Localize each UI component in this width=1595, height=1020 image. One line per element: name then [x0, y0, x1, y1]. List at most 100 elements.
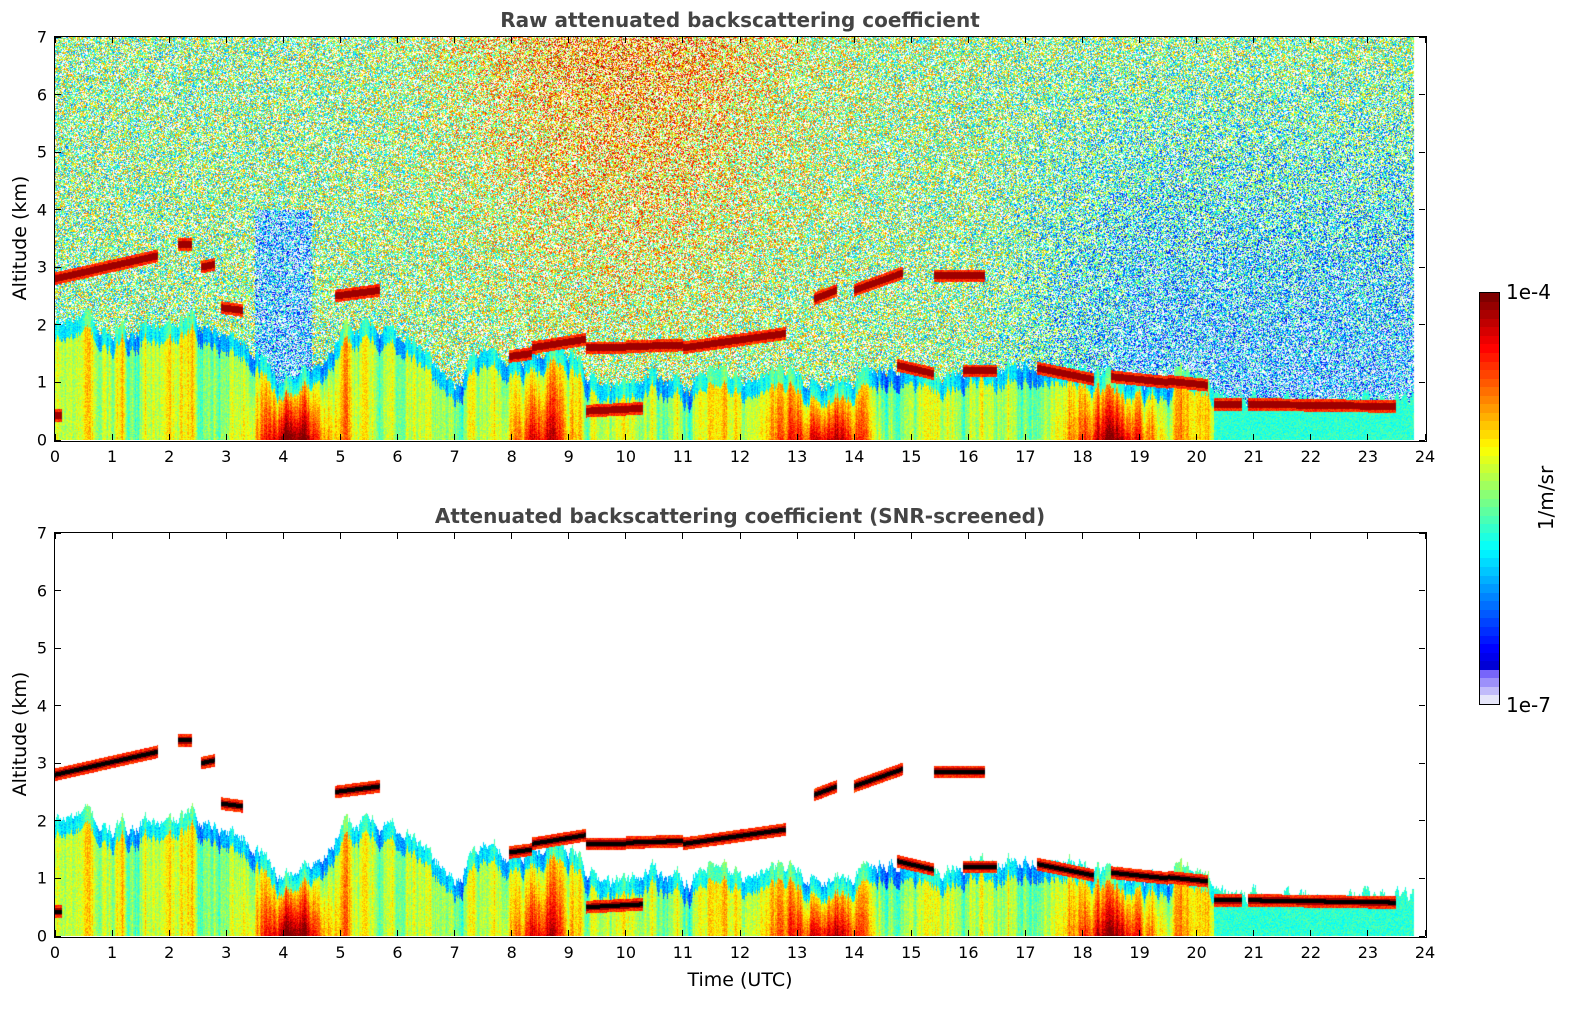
x-tick-mark [739, 533, 741, 539]
colorbar-step [1480, 447, 1499, 456]
x-tick-mark [910, 533, 912, 539]
x-tick-label: 21 [1243, 447, 1264, 466]
y-tick-mark [55, 209, 61, 211]
x-tick-mark [1253, 37, 1255, 43]
colorbar-step [1480, 507, 1499, 516]
x-tick-mark [225, 930, 227, 936]
x-tick-mark [853, 434, 855, 440]
x-tick-label: 22 [1300, 447, 1322, 466]
x-tick-mark [511, 434, 513, 440]
x-tick-label: 7 [449, 447, 460, 466]
colorbar-step [1480, 652, 1499, 662]
x-tick-label: 20 [1186, 943, 1207, 962]
y-tick-mark [1419, 590, 1425, 592]
x-tick-mark [1082, 930, 1083, 936]
y-tick-label: 2 [36, 315, 47, 335]
x-tick-mark [397, 434, 398, 440]
x-tick-mark [225, 434, 227, 440]
colorbar-step [1480, 558, 1499, 567]
y-tick-mark [55, 532, 61, 534]
y-tick-mark [1419, 820, 1425, 822]
colorbar-step [1480, 644, 1499, 653]
x-tick-label: 16 [958, 943, 979, 962]
y-tick-label: 2 [36, 811, 47, 831]
x-tick-mark [1082, 37, 1083, 43]
y-tick-mark [1419, 705, 1425, 707]
x-tick-label: 24 [1414, 943, 1436, 962]
x-tick-mark [339, 37, 341, 43]
colorbar-step [1480, 301, 1499, 311]
x-tick-label: 18 [1072, 943, 1093, 962]
y-tick-mark [55, 935, 61, 937]
colorbar-step [1480, 378, 1499, 388]
x-tick-mark [853, 37, 855, 43]
x-tick-mark [454, 930, 456, 936]
x-tick-label: 7 [449, 943, 460, 962]
x-tick-mark [1139, 434, 1141, 440]
x-tick-mark [111, 434, 113, 440]
y-tick-mark [55, 705, 61, 707]
y-tick-mark [1419, 439, 1425, 441]
y-tick-mark [55, 151, 61, 153]
colorbar-step [1480, 601, 1499, 610]
colorbar-step [1480, 430, 1499, 439]
y-tick-mark [55, 36, 61, 38]
x-tick-mark [511, 37, 513, 43]
x-tick-mark [682, 930, 684, 936]
x-tick-label: 14 [843, 447, 865, 466]
y-tick-mark [55, 324, 61, 326]
colorbar-step [1480, 498, 1499, 508]
raw-backscatter-heatmap [55, 37, 1425, 440]
x-tick-mark [1367, 434, 1369, 440]
x-tick-label: 11 [672, 447, 694, 466]
x-tick-mark [1424, 434, 1426, 440]
colorbar-step [1480, 327, 1499, 336]
x-tick-label: 1 [106, 447, 118, 466]
colorbar-step [1480, 310, 1499, 319]
y-tick-mark [55, 762, 61, 764]
x-tick-label: 13 [786, 447, 808, 466]
bottom-panel-axes [54, 532, 1427, 938]
x-tick-mark [1367, 930, 1369, 936]
x-tick-mark [1139, 930, 1141, 936]
x-tick-label: 20 [1186, 447, 1207, 466]
y-tick-mark [1419, 36, 1425, 38]
colorbar-step [1480, 370, 1499, 379]
y-tick-mark [55, 381, 61, 383]
colorbar-max-label: 1e-4 [1506, 280, 1551, 304]
x-tick-mark [111, 533, 113, 539]
y-tick-mark [1419, 762, 1425, 764]
y-tick-label: 7 [36, 27, 47, 47]
x-tick-label: 15 [901, 943, 922, 962]
x-tick-mark [454, 533, 456, 539]
y-tick-mark [55, 266, 61, 268]
x-tick-label: 22 [1300, 943, 1322, 962]
x-tick-label: 5 [335, 943, 346, 962]
colorbar-step [1480, 455, 1499, 465]
x-tick-mark [568, 37, 570, 43]
colorbar-step [1480, 609, 1499, 619]
x-tick-mark [511, 930, 513, 936]
snr-screened-heatmap [55, 533, 1425, 936]
colorbar-step [1480, 352, 1499, 362]
x-tick-label: 9 [563, 447, 574, 466]
x-tick-label: 23 [1357, 943, 1379, 962]
x-tick-mark [1367, 37, 1369, 43]
bottom-panel-title: Attenuated backscattering coefficient (S… [434, 504, 1046, 528]
x-tick-label: 2 [164, 943, 175, 962]
x-tick-mark [625, 533, 627, 539]
y-tick-label: 7 [36, 523, 47, 543]
x-tick-mark [168, 434, 170, 440]
colorbar-min-label: 1e-7 [1506, 693, 1551, 717]
x-tick-mark [225, 533, 227, 539]
x-tick-mark [54, 930, 56, 936]
colorbar-step [1480, 584, 1499, 593]
colorbar-step [1480, 318, 1499, 328]
colorbar-step [1480, 395, 1499, 405]
y-tick-label: 6 [36, 581, 47, 601]
colorbar-step [1480, 592, 1499, 602]
x-tick-mark [568, 434, 570, 440]
x-tick-label: 21 [1243, 943, 1264, 962]
x-tick-mark [54, 37, 56, 43]
colorbar-unit-label: 1/m/sr [1534, 465, 1558, 531]
